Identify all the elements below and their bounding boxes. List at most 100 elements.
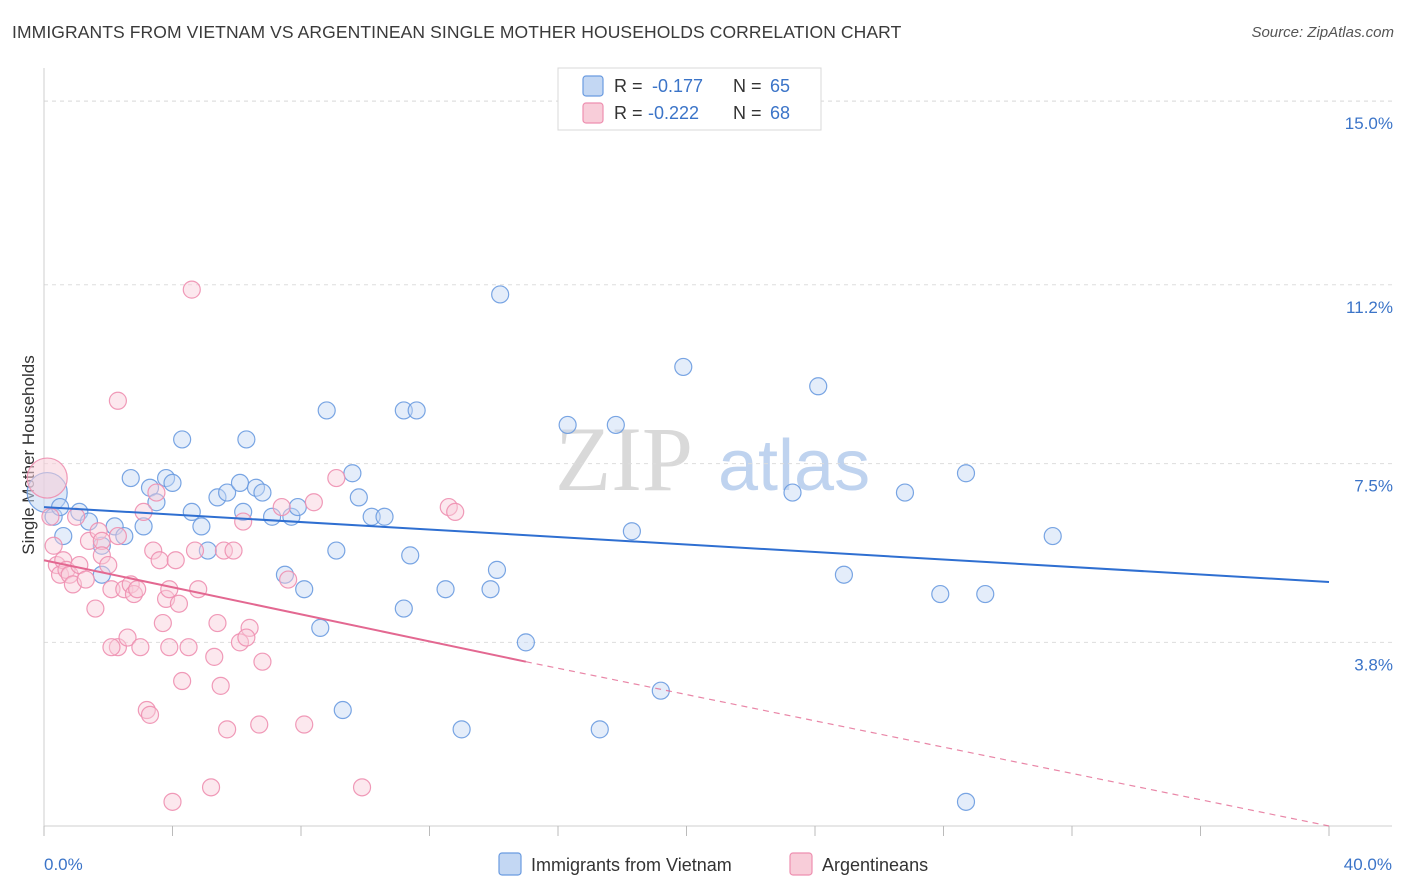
argentinean-point-31 xyxy=(144,541,163,560)
legend-r-value-blue: -0.177 xyxy=(652,76,703,96)
vietnam-point-31 xyxy=(295,580,314,599)
series-legend: Immigrants from Vietnam Argentineans xyxy=(498,852,928,876)
vietnam-point-44 xyxy=(436,580,455,599)
vietnam-point-51 xyxy=(590,720,609,739)
argentinean-point-40 xyxy=(173,671,192,691)
argentinean-point-14 xyxy=(89,522,108,541)
argentinean-point-26 xyxy=(128,580,147,599)
argentinean-point-0 xyxy=(26,457,68,499)
argentinean-point-47 xyxy=(208,613,227,633)
legend-r-label-blue: R = xyxy=(614,76,643,96)
argentinean-point-60 xyxy=(304,493,323,512)
vietnam-point-21 xyxy=(218,483,237,502)
argentinean-point-49 xyxy=(214,541,233,560)
legend-swatch-pink xyxy=(582,102,604,124)
legend-n-label-blue: N = xyxy=(733,76,762,96)
argentinean-point-20 xyxy=(108,638,127,657)
series-argentineans xyxy=(26,280,465,811)
chart-title: IMMIGRANTS FROM VIETNAM VS ARGENTINEAN S… xyxy=(12,22,902,42)
x-tick-label-max: 40.0% xyxy=(1344,855,1392,874)
argentinean-point-30 xyxy=(140,705,160,724)
legend-n-value-blue: 65 xyxy=(770,76,790,96)
argentinean-point-19 xyxy=(108,526,127,546)
argentinean-point-18 xyxy=(102,580,121,599)
vietnam-point-39 xyxy=(375,507,394,526)
argentinean-point-37 xyxy=(163,792,182,811)
vietnam-point-57 xyxy=(809,377,828,396)
vietnam-point-63 xyxy=(976,584,995,604)
y-tick-label-3: 15.0% xyxy=(1345,114,1393,133)
y-tick-label-0: 3.8% xyxy=(1354,655,1393,674)
series-legend-swatch-argentineans xyxy=(789,852,813,876)
vietnam-point-61 xyxy=(956,464,976,483)
stats-legend: R = -0.177 N = 65 R = -0.222 N = 68 xyxy=(557,67,822,131)
source-attribution: Source: ZipAtlas.com xyxy=(1251,24,1394,41)
vietnam-point-43 xyxy=(401,546,420,565)
argentinean-point-2 xyxy=(44,536,63,555)
legend-n-label-pink: N = xyxy=(733,103,762,123)
vietnam-point-64 xyxy=(1043,526,1062,546)
argentinean-point-41 xyxy=(179,638,198,657)
vietnam-point-37 xyxy=(349,488,368,507)
x-axis-ticks xyxy=(43,826,1330,836)
argentinean-point-44 xyxy=(189,580,208,599)
vietnam-point-55 xyxy=(674,357,693,377)
argentinean-point-25 xyxy=(124,584,144,604)
y-tick-label-2: 11.2% xyxy=(1346,298,1393,317)
legend-swatch-blue xyxy=(582,75,604,97)
argentinean-point-21 xyxy=(108,391,127,410)
vietnam-point-3 xyxy=(54,526,73,546)
vietnam-point-59 xyxy=(895,483,915,502)
vietnam-point-42 xyxy=(394,599,413,618)
vietnam-point-34 xyxy=(327,541,346,560)
vietnam-point-47 xyxy=(487,560,507,579)
vietnam-point-49 xyxy=(516,633,535,652)
argentinean-point-53 xyxy=(234,512,253,531)
argentinean-point-11 xyxy=(76,570,95,589)
vietnam-point-56 xyxy=(783,483,802,502)
argentinean-point-45 xyxy=(201,778,221,797)
argentinean-point-66 xyxy=(160,638,179,657)
series-immigrants-from-vietnam xyxy=(26,285,1062,811)
argentinean-point-1 xyxy=(41,507,60,526)
argentinean-point-59 xyxy=(295,715,314,734)
vietnam-point-33 xyxy=(317,401,336,420)
argentinean-point-36 xyxy=(160,580,179,599)
trend-line-vietnam xyxy=(43,506,1330,583)
argentinean-point-55 xyxy=(250,715,269,734)
argentinean-point-32 xyxy=(147,483,166,502)
vietnam-point-36 xyxy=(343,464,362,483)
vietnam-point-46 xyxy=(481,580,500,599)
argentinean-point-51 xyxy=(224,541,243,560)
watermark-atlas: atlas xyxy=(718,426,870,506)
vietnam-point-48 xyxy=(491,285,510,304)
vietnam-point-26 xyxy=(253,483,272,502)
argentinean-point-38 xyxy=(166,551,185,570)
vietnam-point-40 xyxy=(394,401,413,420)
vietnam-point-22 xyxy=(230,473,250,493)
argentinean-point-61 xyxy=(327,468,346,488)
vietnam-point-15 xyxy=(163,473,182,493)
x-tick-label-min: 0.0% xyxy=(44,855,83,874)
vietnam-point-4 xyxy=(70,502,89,522)
vietnam-point-50 xyxy=(558,415,577,435)
argentinean-point-43 xyxy=(185,541,205,560)
vietnam-point-52 xyxy=(606,415,625,435)
vietnam-point-45 xyxy=(452,720,471,739)
argentinean-point-16 xyxy=(92,546,111,565)
vietnam-point-30 xyxy=(288,497,307,517)
vietnam-point-16 xyxy=(173,430,192,449)
argentinean-point-27 xyxy=(131,638,150,657)
y-axis-label: Single Mother Households xyxy=(19,355,38,554)
series-legend-label-argentineans: Argentineans xyxy=(822,855,928,875)
argentinean-point-29 xyxy=(137,700,156,720)
argentinean-point-50 xyxy=(218,720,237,739)
argentinean-point-39 xyxy=(169,594,189,613)
trend-line-argentineans-extrapolated xyxy=(525,661,1330,827)
vietnam-point-32 xyxy=(311,618,330,637)
argentinean-point-57 xyxy=(272,497,291,517)
vietnam-point-23 xyxy=(234,502,253,522)
vietnam-point-13 xyxy=(147,493,166,512)
argentinean-point-12 xyxy=(79,531,99,550)
series-legend-label-vietnam: Immigrants from Vietnam xyxy=(531,855,732,875)
